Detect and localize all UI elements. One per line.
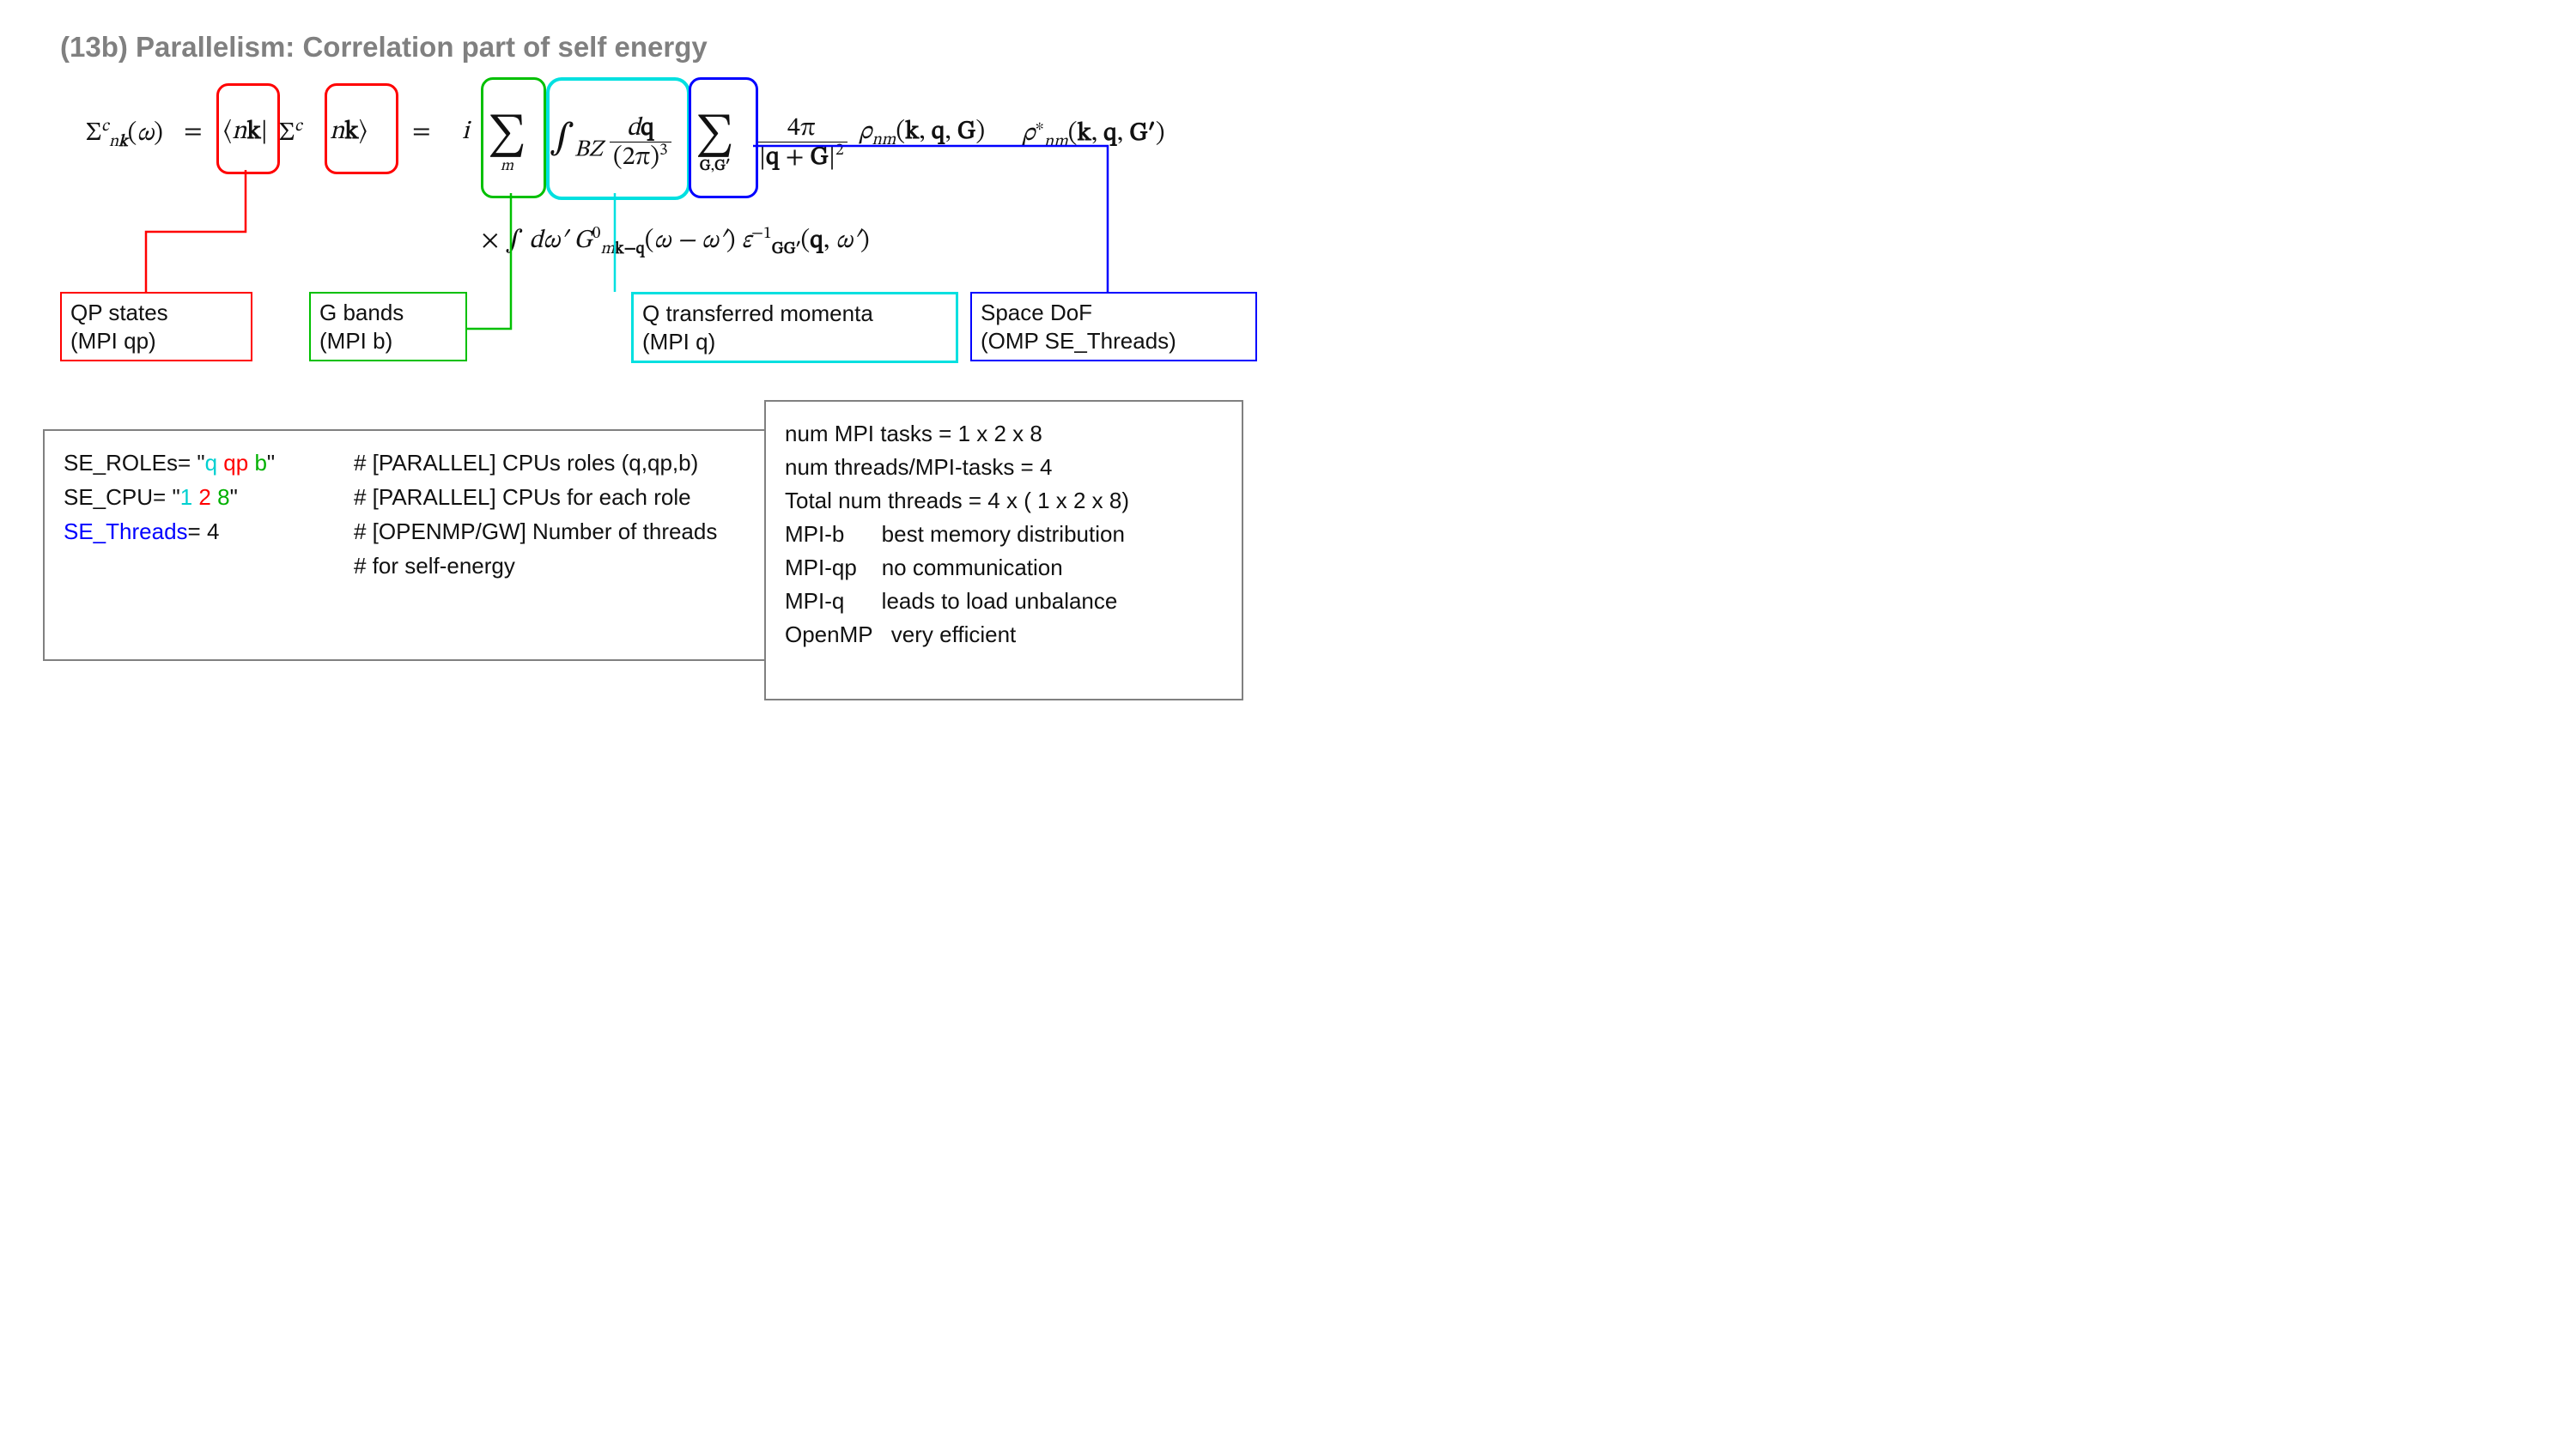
hl-ket xyxy=(325,83,398,174)
hl-summ xyxy=(481,77,546,198)
label-sdof: Space DoF(OMP SE_Threads) xyxy=(970,292,1257,361)
page-title: (13b) Parallelism: Correlation part of s… xyxy=(60,31,708,64)
label-qp: QP states(MPI qp) xyxy=(60,292,252,361)
hl-bra xyxy=(216,83,280,174)
hl-intq xyxy=(546,77,690,200)
code-panel: SE_ROLEs= "q qp b"# [PARALLEL] CPUs role… xyxy=(43,429,788,661)
eq-i: i xyxy=(462,116,470,149)
eq-coul-frac: 4π |q + G|2 xyxy=(756,116,848,171)
coul-num: 4π xyxy=(756,116,848,142)
eq-line2: × ∫ dω′ G0mk−q(ω − ω′) ε−1GG′(q, ω′) xyxy=(481,223,870,260)
conn-red xyxy=(146,170,246,292)
eq-rho2: ρ∗nm(k, q, G′) xyxy=(1022,116,1164,153)
notes-panel: num MPI tasks = 1 x 2 x 8num threads/MPI… xyxy=(764,400,1243,700)
eq-eq1: = xyxy=(184,116,203,149)
eq-sigc: Σc xyxy=(279,116,302,150)
eq-eq2: = xyxy=(412,116,431,149)
eq-lhs: Σcnk(ω) xyxy=(86,116,163,153)
hl-sumg xyxy=(689,77,758,198)
label-gb: G bands(MPI b) xyxy=(309,292,467,361)
coul-den: |q + G|2 xyxy=(756,142,848,171)
label-qt: Q transferred momenta(MPI q) xyxy=(631,292,958,363)
eq-rho1: ρnm(k, q, G) xyxy=(859,116,985,151)
